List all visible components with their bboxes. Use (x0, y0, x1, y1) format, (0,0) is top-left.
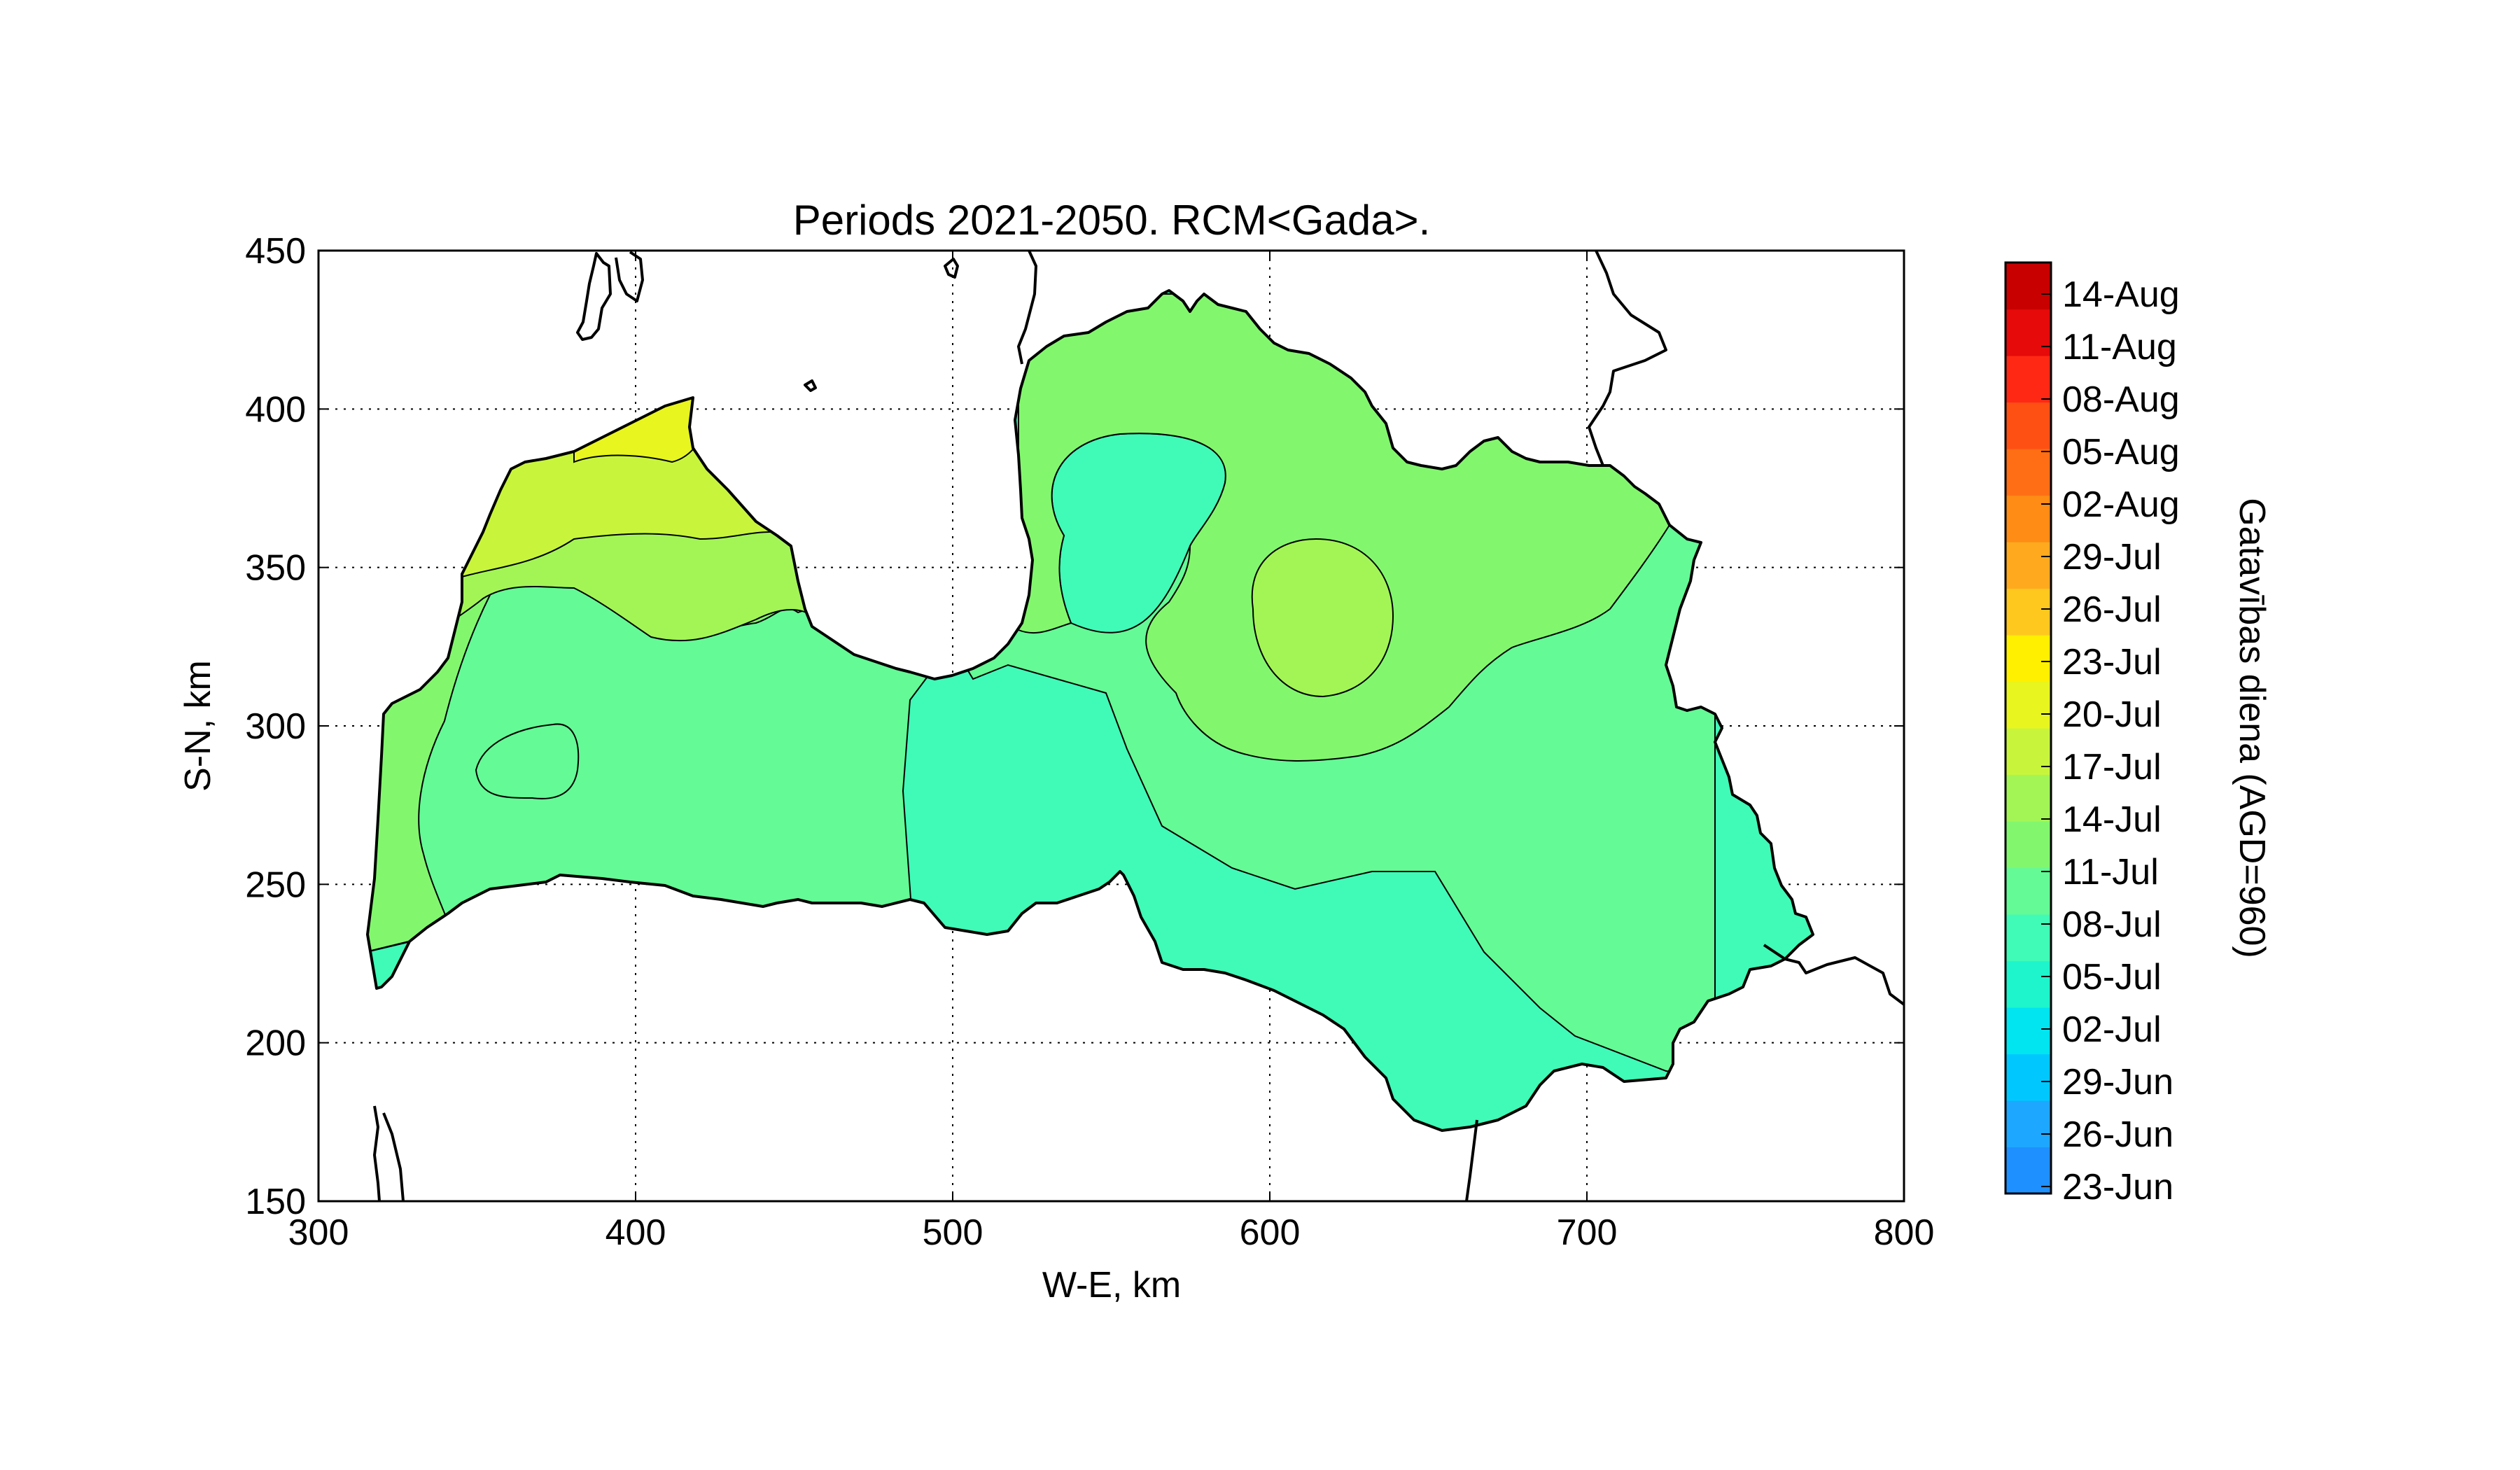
colorbar-tick-label: 11-Jul (2062, 852, 2159, 892)
colorbar-tick-label: 02-Aug (2062, 484, 2180, 525)
x-tick-label: 600 (1240, 1212, 1301, 1253)
colorbar-frame (2004, 261, 2052, 1195)
colorbar-swatch (2005, 914, 2051, 962)
colorbar-swatches (2005, 262, 2051, 1194)
plot-area: 300 400 500 600 700 800 150 200 250 300 350 400 450 (245, 231, 1934, 1253)
colorbar-ticks: 23-Jun 26-Jun 29-Jun 02-Jul 05-Jul 08-Jul 11-J… (2041, 274, 2180, 1208)
x-axis-ticks: 300 400 500 600 700 800 (288, 251, 1935, 1253)
colorbar-swatch (2005, 495, 2051, 542)
colorbar-tick-label: 05-Jul (2062, 957, 2162, 997)
colorbar-swatch (2005, 402, 2051, 449)
russia-border (1588, 251, 1667, 466)
latvia-outline (366, 289, 1814, 1132)
x-axis-label: W-E, km (1042, 1265, 1181, 1306)
colorbar-swatch (2005, 588, 2051, 636)
colorbar-swatch (2005, 262, 2051, 310)
estonia-coast-upper (1017, 251, 1037, 365)
x-tick-label: 300 (288, 1212, 349, 1253)
colorbar-swatch (2005, 449, 2051, 496)
colorbar-swatch (2005, 542, 2051, 589)
colorbar-tick-label: 26-Jun (2062, 1114, 2174, 1155)
colorbar-tick-label: 23-Jul (2062, 642, 2162, 682)
chart-title: Periods 2021-2050. RCM<Gada>. (793, 197, 1431, 244)
colorbar-tick-label: 29-Jul (2062, 537, 2162, 578)
kaliningrad-coast-2 (382, 1112, 405, 1201)
y-tick-label: 450 (245, 231, 306, 272)
colorbar-tick-label: 08-Jul (2062, 904, 2162, 945)
y-tick-label: 350 (245, 548, 306, 589)
colorbar-tick-label: 14-Aug (2062, 274, 2180, 315)
belarus-border (1763, 944, 1904, 1006)
colorbar-swatch (2005, 1100, 2051, 1148)
colorbar-tick-label: 11-Aug (2062, 327, 2177, 368)
y-axis-label: S-N, km (178, 660, 218, 792)
y-tick-label: 150 (245, 1182, 306, 1222)
region-11-jul-isolated (475, 723, 580, 799)
region-17-jul-east (1251, 538, 1394, 698)
colorbar-swatch (2005, 867, 2051, 915)
y-tick-label: 200 (245, 1023, 306, 1064)
x-tick-label: 400 (606, 1212, 666, 1253)
small-island-2 (804, 379, 817, 392)
colorbar-swatch (2005, 309, 2051, 356)
x-tick-label: 800 (1874, 1212, 1935, 1253)
colorbar-swatch (2005, 960, 2051, 1008)
colorbar-swatch (2005, 635, 2051, 682)
coastline-and-borders (366, 251, 1904, 1201)
colorbar-swatch (2005, 728, 2051, 776)
y-axis-ticks: 150 200 250 300 350 400 450 (245, 231, 1904, 1222)
x-tick-label: 500 (923, 1212, 983, 1253)
colorbar-swatch (2005, 774, 2051, 822)
colorbar-tick-label: 14-Jul (2062, 799, 2162, 840)
colorbar-tick-label: 08-Aug (2062, 379, 2180, 420)
colorbar: 23-Jun 26-Jun 29-Jun 02-Jul 05-Jul 08-Jul 11-J… (2004, 261, 2272, 1208)
y-tick-label: 400 (245, 389, 306, 430)
colorbar-tick-label: 05-Aug (2062, 432, 2180, 472)
colorbar-tick-label: 20-Jul (2062, 694, 2162, 735)
colorbar-tick-label: 26-Jul (2062, 589, 2162, 630)
colorbar-swatch (2005, 1007, 2051, 1055)
colorbar-swatch (2005, 1054, 2051, 1101)
colorbar-tick-label: 02-Jul (2062, 1009, 2162, 1050)
lithuania-south-border (1465, 1119, 1478, 1201)
colorbar-tick-label: 17-Jul (2062, 747, 2162, 788)
colorbar-label: Gatavības diena (AGD=960) (2232, 498, 2272, 958)
colorbar-swatch (2005, 821, 2051, 869)
y-tick-label: 300 (245, 706, 306, 747)
colorbar-swatch (2005, 356, 2051, 403)
colorbar-tick-label: 29-Jun (2062, 1062, 2174, 1102)
x-tick-label: 700 (1557, 1212, 1618, 1253)
kaliningrad-coast-1 (373, 1105, 381, 1201)
saaremaa-island-outline (576, 252, 612, 341)
colorbar-swatch (2005, 681, 2051, 729)
saaremaa-east-coast (615, 251, 644, 302)
colorbar-tick-label: 23-Jun (2062, 1167, 2174, 1208)
y-tick-label: 250 (245, 864, 306, 905)
